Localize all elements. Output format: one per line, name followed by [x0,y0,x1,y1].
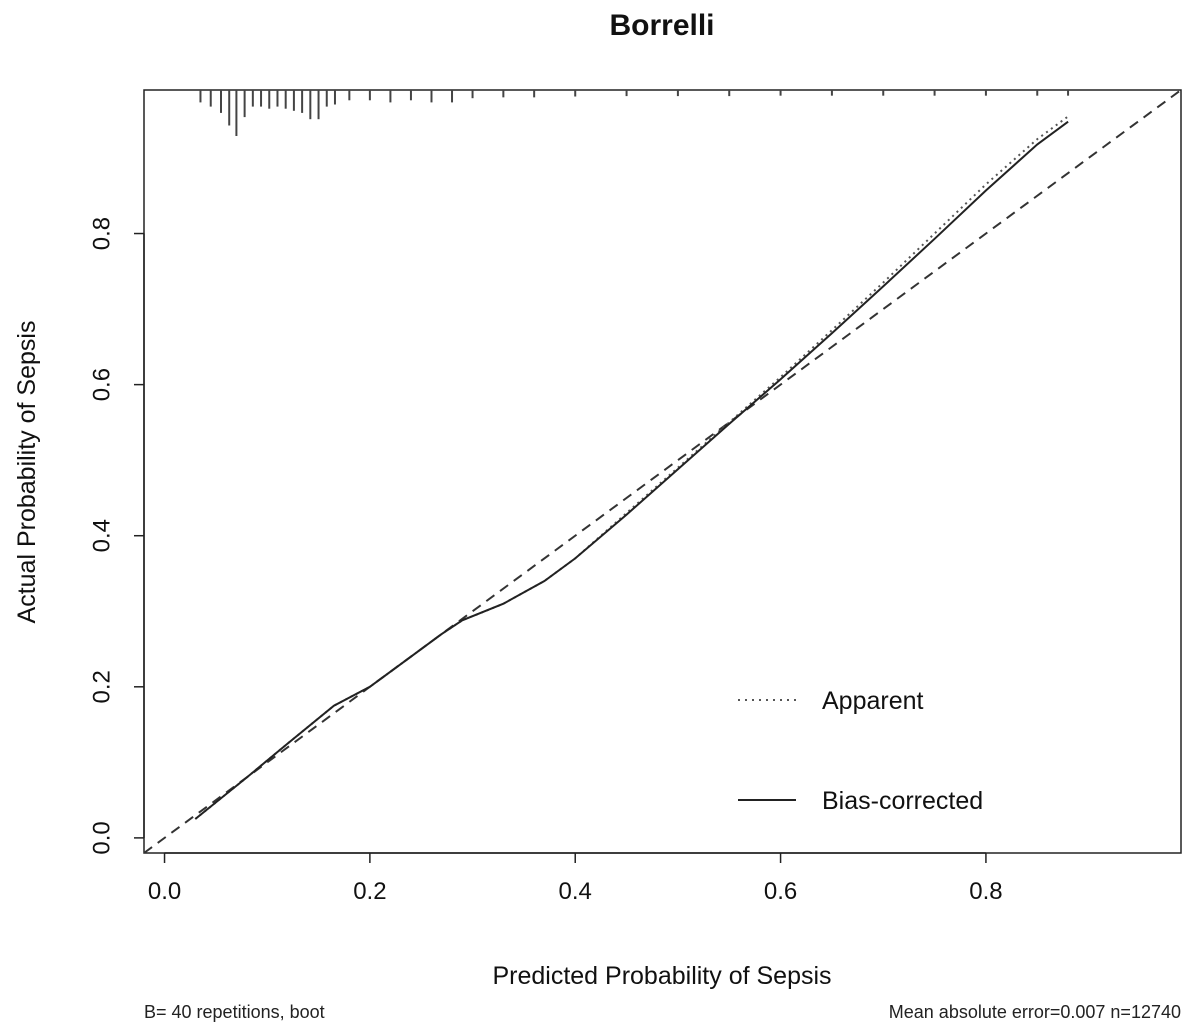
legend-label-apparent: Apparent [822,687,924,715]
x-tick-label: 0.2 [353,878,386,905]
y-tick-label: 0.2 [89,670,116,703]
rug-marks [199,90,1070,136]
y-tick-label: 0.8 [89,217,116,250]
y-axis-title: Actual Probability of Sepsis [13,321,41,624]
y-tick-label: 0.0 [89,821,116,854]
series-line-apparent [194,115,1069,820]
x-tick-label: 0.6 [764,878,797,905]
legend: Apparent Bias-corrected [738,687,983,815]
x-tick-label: 0.8 [969,878,1002,905]
x-tick-label: 0.4 [559,878,592,905]
y-axis: 0.0 0.2 0.4 0.6 0.8 [89,217,145,855]
series-line-bias-corrected [194,120,1069,820]
chart-title: Borrelli [609,9,714,42]
footnote-left: B= 40 repetitions, boot [144,1002,325,1022]
x-tick-label: 0.0 [148,878,181,905]
x-axis-title: Predicted Probability of Sepsis [492,962,831,990]
y-tick-label: 0.6 [89,368,116,401]
ideal-reference-line [143,89,1182,854]
series-lines [194,115,1069,820]
y-tick-label: 0.4 [89,519,116,552]
footnote-right: Mean absolute error=0.007 n=12740 [889,1002,1181,1022]
legend-label-bias-corrected: Bias-corrected [822,787,983,815]
x-axis: 0.0 0.2 0.4 0.6 0.8 [148,852,1003,905]
